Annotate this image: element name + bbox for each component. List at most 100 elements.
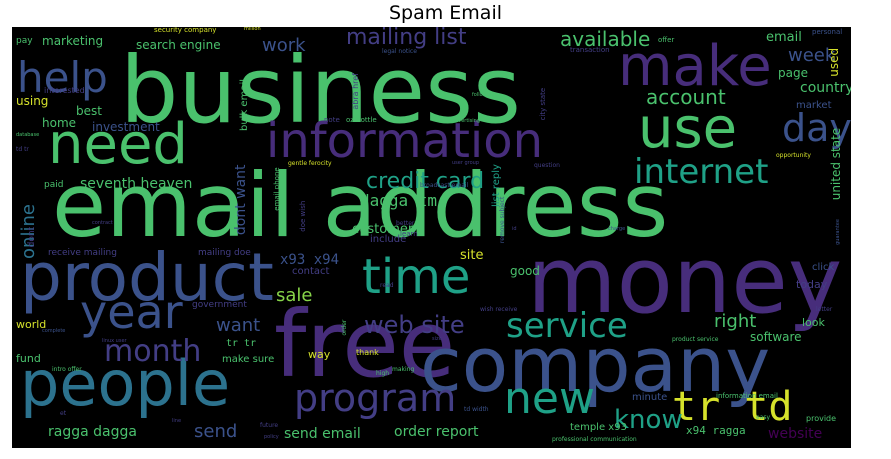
- word-offer: offer: [658, 36, 675, 44]
- word-new: new: [504, 373, 595, 424]
- word-company: company: [420, 320, 771, 409]
- word-user-group: user group: [452, 160, 480, 166]
- word-order-report: order report: [394, 424, 479, 440]
- word-temple-x93: temple x93: [570, 422, 627, 433]
- word-internet: internet: [634, 152, 769, 192]
- word-customer: customer: [352, 222, 414, 237]
- word-making: making: [392, 366, 415, 373]
- word-dont-want: dont want: [233, 164, 249, 236]
- word-x94-ragga: x94 ragga: [686, 424, 746, 437]
- word-credit-card: credit card: [366, 169, 485, 194]
- word-best: best: [76, 104, 102, 118]
- word-people: people: [20, 347, 231, 420]
- word-use: use: [638, 96, 738, 161]
- word-time: time: [362, 249, 471, 305]
- word-year: year: [80, 285, 183, 339]
- word-linux-user: linux user: [102, 338, 127, 344]
- word-business: business: [120, 37, 521, 144]
- word-advertising: advertising: [452, 118, 481, 124]
- word-bulk-email: bulk email: [239, 78, 250, 131]
- word-service: service: [506, 306, 628, 346]
- word-paid: paid: [44, 180, 64, 190]
- word-personal: personal: [812, 28, 843, 36]
- word-contract: contract: [92, 220, 113, 226]
- word-information-email: information email: [716, 392, 778, 400]
- word-learn: learn: [400, 230, 418, 238]
- word-money: money: [527, 227, 843, 334]
- word-make-sure: make sure: [222, 354, 275, 365]
- word-sale: sale: [276, 285, 313, 306]
- word-include: include: [370, 234, 407, 245]
- word-need: need: [48, 112, 188, 177]
- word-account: account: [646, 85, 726, 109]
- word-receive-mailing: receive mailing: [48, 248, 117, 258]
- word-charge: charge: [608, 226, 626, 232]
- word-fund: fund: [16, 352, 41, 365]
- word-investment: investment: [92, 120, 160, 134]
- word-future: future: [260, 422, 279, 429]
- word-intro-offer: intro offer: [52, 366, 82, 373]
- word-page: page: [778, 66, 808, 80]
- word-abra-href: abra href: [351, 72, 360, 110]
- word-available: available: [560, 27, 651, 51]
- word-make: make: [618, 34, 772, 99]
- word-minute: minute: [632, 392, 668, 403]
- word-pay: pay: [16, 36, 33, 46]
- word-using: using: [16, 94, 49, 108]
- word-provide: provide: [806, 414, 837, 423]
- word-remove-subject: remove subject: [499, 196, 506, 244]
- word-email-address: email address: [52, 154, 669, 257]
- word-month: month: [104, 334, 202, 369]
- word-united-state: united state: [829, 127, 843, 201]
- word-software: software: [750, 330, 802, 344]
- word-click: click: [812, 262, 835, 273]
- word-legal-notice: legal notice: [382, 48, 417, 55]
- word-information: information: [266, 113, 544, 169]
- word-contact: contact: [292, 266, 330, 277]
- word-id: id: [512, 226, 517, 232]
- word-web-site: web site: [364, 311, 465, 339]
- word-today: today: [796, 278, 828, 291]
- word-day: day: [782, 106, 851, 150]
- word-order: order: [341, 319, 348, 336]
- word-td-width: td width: [464, 406, 489, 413]
- word-td-tr: td tr: [16, 146, 29, 153]
- word-thank: thank: [356, 348, 379, 357]
- word-week: week: [788, 45, 836, 66]
- word-size: size: [432, 336, 442, 342]
- word-ragga-dagga: ragga dagga: [48, 424, 137, 440]
- word-mailing-list: mailing list: [346, 27, 467, 50]
- word-dont: dont: [27, 226, 37, 248]
- word-government: government: [192, 300, 247, 310]
- word-want: want: [216, 315, 261, 336]
- word-home: home: [42, 116, 77, 130]
- word-right: right: [714, 311, 757, 332]
- word-way: way: [308, 348, 331, 361]
- word-product-service: product service: [672, 336, 719, 343]
- word-letter: letter: [816, 306, 833, 313]
- word-easy: easy: [756, 414, 771, 421]
- word-policy: policy: [264, 434, 279, 440]
- word-gentle-ferocity: gentle ferocity: [288, 160, 332, 167]
- wordcloud-canvas: business email address money free company pro…: [12, 27, 851, 448]
- word-following: following: [472, 92, 495, 98]
- word-program: program: [294, 376, 457, 420]
- word-database: database: [16, 132, 40, 138]
- word-help: help: [17, 53, 108, 102]
- word-marketing: marketing: [42, 34, 104, 48]
- word-used: used: [827, 47, 841, 77]
- word-question: question: [534, 162, 560, 169]
- word-email-phone: email phone: [273, 167, 281, 211]
- word-good: good: [510, 264, 540, 278]
- word-oz-bottle: oz bottle: [346, 116, 377, 124]
- word-country: country: [800, 80, 851, 96]
- word-broadcast-email: broadcast email: [420, 182, 469, 189]
- word-product: product: [20, 239, 274, 316]
- word-professional-communication: professional communication: [552, 436, 637, 443]
- word-doe-wish: doe wish: [299, 200, 307, 232]
- word-tr-td: tr td: [672, 384, 793, 430]
- word-million: million: [244, 27, 261, 32]
- word-work: work: [262, 35, 306, 56]
- word-read: read: [380, 282, 394, 289]
- word-know: know: [614, 405, 683, 435]
